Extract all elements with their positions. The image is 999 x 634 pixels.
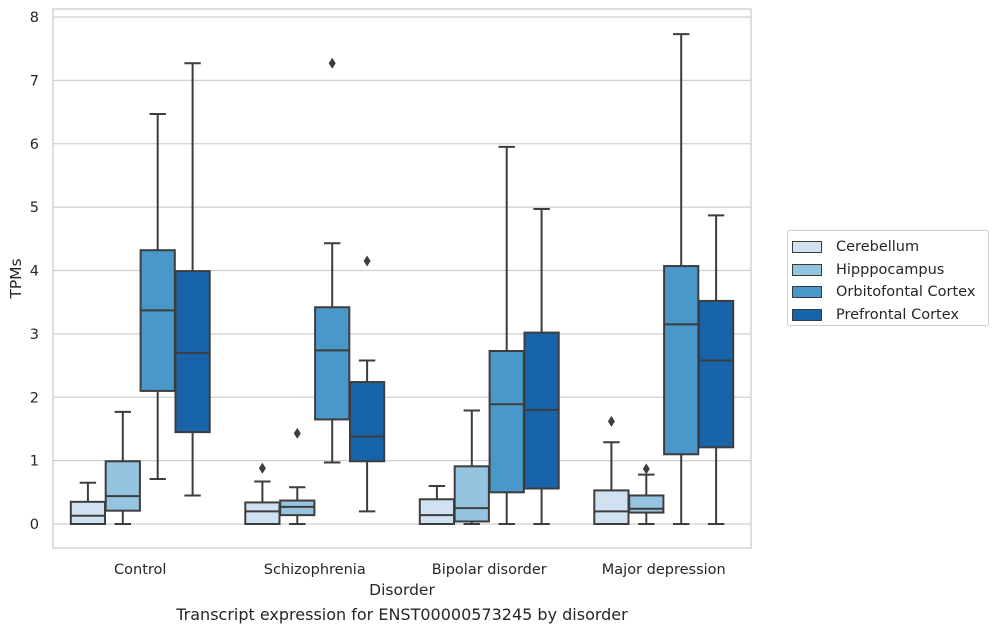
x-axis-label: Disorder [369,581,435,599]
y-axis-label: TPMs [7,258,25,299]
box-0-2 [139,112,176,481]
box-0-0 [69,481,107,526]
y-tick-label: 2 [30,390,39,406]
box-0-1 [104,410,141,525]
outlier-point [363,255,371,267]
box-body [174,270,211,434]
box-3-1 [628,463,665,525]
box-body [453,465,490,523]
plot-frame [52,8,752,549]
box-body [697,299,735,449]
outlier-point [258,462,266,474]
box-2-3 [523,208,560,525]
y-tick-label: 0 [30,517,39,533]
y-tick-label: 1 [30,454,39,470]
legend: Cerebellum Hipppocampus Orbitofontal Corte… [787,230,989,326]
box-2-0 [418,484,456,526]
box-body [314,306,351,421]
box-0-3 [174,62,211,497]
outlier-point [293,427,301,439]
legend-swatch [792,241,822,254]
box-body [488,349,525,494]
legend-item: Prefrontal Cortex [792,304,988,327]
legend-item: Hipppocampus [792,259,988,282]
legend-label: Cerebellum [836,239,920,256]
legend-label: Prefrontal Cortex [836,306,959,323]
y-tick-label: 5 [30,200,39,216]
box-body [69,500,107,526]
chart-title: Transcript expression for ENST0000057324… [176,605,628,624]
box-2-2 [488,145,525,525]
legend-swatch [792,263,822,276]
box-body [663,265,700,456]
outlier-point [328,57,336,69]
box-1-2 [314,57,351,464]
legend-swatch [792,308,822,321]
x-tick-label: Schizophrenia [264,562,366,578]
x-tick-label: Bipolar disorder [432,562,547,578]
box-body [418,498,456,526]
x-tick-label: Major depression [602,562,726,578]
legend-label: Orbitofontal Cortex [836,284,976,301]
legend-swatch [792,286,822,299]
box-body [593,489,630,526]
box-2-1 [453,409,490,525]
box-body [139,249,176,392]
box-1-0 [244,462,281,526]
box-body [628,494,665,514]
y-tick-label: 8 [30,10,39,26]
legend-item: Orbitofontal Cortex [792,281,988,304]
box-1-1 [279,427,316,525]
box-3-0 [593,415,630,526]
legend-label: Hipppocampus [836,261,945,278]
x-tick-label: Control [114,562,166,578]
box-3-2 [663,33,700,525]
y-tick-label: 4 [30,264,39,280]
box-3-3 [697,214,735,525]
outlier-point [642,463,650,475]
legend-item: Cerebellum [792,236,988,259]
box-1-3 [348,255,386,513]
box-body [104,460,141,512]
y-tick-label: 3 [30,327,39,343]
box-body [244,501,281,526]
y-tick-label: 6 [30,137,39,153]
y-tick-label: 7 [30,73,39,89]
outlier-point [607,415,615,427]
box-body [348,381,386,463]
